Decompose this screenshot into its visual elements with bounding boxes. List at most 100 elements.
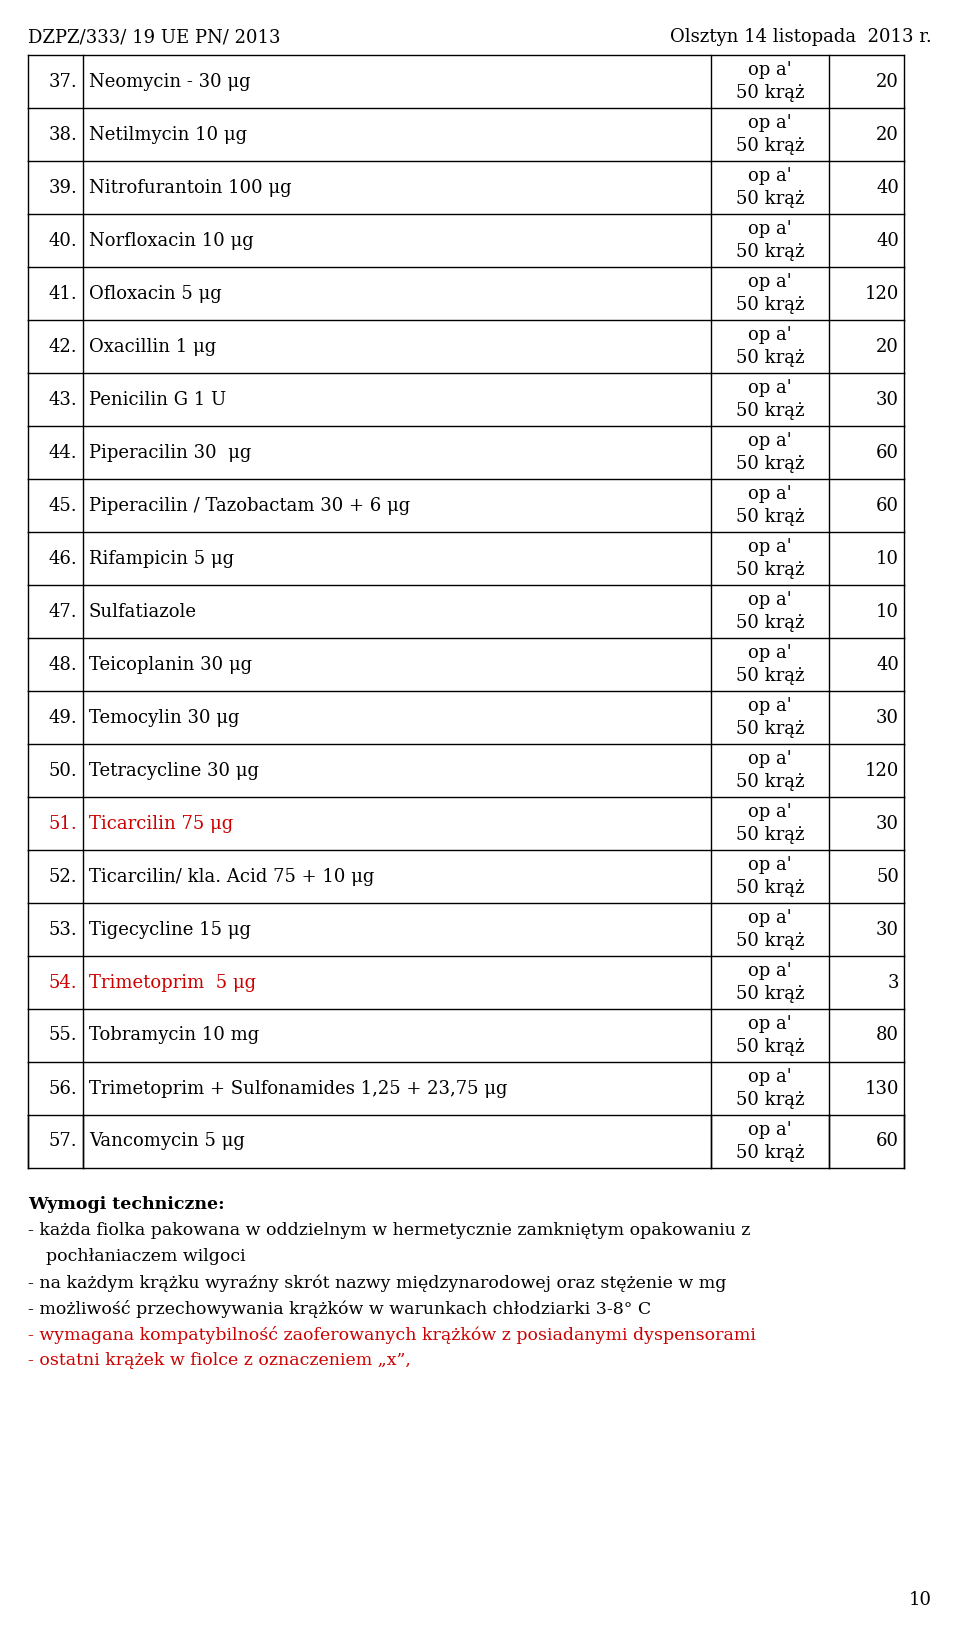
Text: Piperacilin 30  μg: Piperacilin 30 μg bbox=[89, 444, 252, 462]
Text: Piperacilin / Tazobactam 30 + 6 μg: Piperacilin / Tazobactam 30 + 6 μg bbox=[89, 496, 410, 514]
Text: 3: 3 bbox=[887, 973, 899, 991]
Text: 30: 30 bbox=[876, 815, 899, 833]
Text: 40: 40 bbox=[876, 231, 899, 249]
Text: DZPZ/333/ 19 UE PN/ 2013: DZPZ/333/ 19 UE PN/ 2013 bbox=[28, 28, 280, 46]
Text: 37.: 37. bbox=[48, 73, 77, 91]
Text: 50 krąż: 50 krąż bbox=[735, 402, 804, 420]
Text: op a': op a' bbox=[748, 750, 792, 768]
Text: Nitrofurantoin 100 μg: Nitrofurantoin 100 μg bbox=[89, 179, 292, 197]
Text: 50 krąż: 50 krąż bbox=[735, 350, 804, 368]
Text: Norfloxacin 10 μg: Norfloxacin 10 μg bbox=[89, 231, 253, 249]
Text: 40: 40 bbox=[876, 179, 899, 197]
Text: op a': op a' bbox=[748, 1067, 792, 1085]
Text: op a': op a' bbox=[748, 325, 792, 343]
Text: pochłaniaczem wilgoci: pochłaniaczem wilgoci bbox=[46, 1248, 246, 1266]
Text: 52.: 52. bbox=[48, 867, 77, 885]
Text: op a': op a' bbox=[748, 1015, 792, 1033]
Text: 50 krąż: 50 krąż bbox=[735, 986, 804, 1004]
Text: 39.: 39. bbox=[48, 179, 77, 197]
Text: Oxacillin 1 μg: Oxacillin 1 μg bbox=[89, 337, 216, 356]
Text: op a': op a' bbox=[748, 220, 792, 238]
Text: 20: 20 bbox=[876, 337, 899, 356]
Text: Trimetoprim + Sulfonamides 1,25 + 23,75 μg: Trimetoprim + Sulfonamides 1,25 + 23,75 … bbox=[89, 1079, 508, 1098]
Text: 50 krąż: 50 krąż bbox=[735, 613, 804, 633]
Text: 50.: 50. bbox=[48, 761, 77, 779]
Text: 10: 10 bbox=[876, 550, 899, 568]
Text: op a': op a' bbox=[748, 431, 792, 449]
Text: Netilmycin 10 μg: Netilmycin 10 μg bbox=[89, 125, 247, 143]
Text: 30: 30 bbox=[876, 708, 899, 727]
Text: - możliwość przechowywania krążków w warunkach chłodziarki 3-8° C: - możliwość przechowywania krążków w war… bbox=[28, 1300, 651, 1318]
Text: 10: 10 bbox=[876, 602, 899, 620]
Text: 80: 80 bbox=[876, 1027, 899, 1045]
Text: 20: 20 bbox=[876, 73, 899, 91]
Text: 50 krąż: 50 krąż bbox=[735, 508, 804, 526]
Text: 56.: 56. bbox=[48, 1079, 77, 1098]
Text: Ticarcilin 75 μg: Ticarcilin 75 μg bbox=[89, 815, 233, 833]
Text: 50 krąż: 50 krąż bbox=[735, 561, 804, 579]
Text: 57.: 57. bbox=[48, 1132, 77, 1150]
Text: 50 krąż: 50 krąż bbox=[735, 1144, 804, 1162]
Text: Wymogi techniczne:: Wymogi techniczne: bbox=[28, 1196, 225, 1214]
Text: 50 krąż: 50 krąż bbox=[735, 932, 804, 950]
Text: Teicoplanin 30 μg: Teicoplanin 30 μg bbox=[89, 656, 252, 674]
Text: - ostatni krążek w fiolce z oznaczeniem „x”,: - ostatni krążek w fiolce z oznaczeniem … bbox=[28, 1352, 411, 1368]
Text: 49.: 49. bbox=[48, 708, 77, 727]
Text: Tobramycin 10 mg: Tobramycin 10 mg bbox=[89, 1027, 259, 1045]
Text: 50 krąż: 50 krąż bbox=[735, 85, 804, 103]
Text: 50 krąż: 50 krąż bbox=[735, 879, 804, 896]
Text: 42.: 42. bbox=[48, 337, 77, 356]
Text: 60: 60 bbox=[876, 1132, 899, 1150]
Text: op a': op a' bbox=[748, 802, 792, 822]
Text: op a': op a' bbox=[748, 114, 792, 132]
Text: Temocylin 30 μg: Temocylin 30 μg bbox=[89, 708, 239, 727]
Text: op a': op a' bbox=[748, 485, 792, 503]
Text: 50 krąż: 50 krąż bbox=[735, 296, 804, 314]
Text: 55.: 55. bbox=[48, 1027, 77, 1045]
Text: op a': op a' bbox=[748, 168, 792, 185]
Text: 44.: 44. bbox=[48, 444, 77, 462]
Text: 120: 120 bbox=[865, 761, 899, 779]
Text: Ofloxacin 5 μg: Ofloxacin 5 μg bbox=[89, 285, 222, 303]
Text: op a': op a' bbox=[748, 856, 792, 874]
Text: op a': op a' bbox=[748, 273, 792, 291]
Text: - każda fiolka pakowana w oddzielnym w hermetycznie zamkniętym opakowaniu z: - każda fiolka pakowana w oddzielnym w h… bbox=[28, 1222, 751, 1240]
Text: 41.: 41. bbox=[48, 285, 77, 303]
Text: 50 krąż: 50 krąż bbox=[735, 773, 804, 791]
Text: Tetracycline 30 μg: Tetracycline 30 μg bbox=[89, 761, 259, 779]
Text: op a': op a' bbox=[748, 644, 792, 662]
Text: 50 krąż: 50 krąż bbox=[735, 137, 804, 155]
Text: 50 krąż: 50 krąż bbox=[735, 242, 804, 262]
Text: 43.: 43. bbox=[48, 390, 77, 408]
Text: - na każdym krążku wyraźny skrót nazwy międzynarodowej oraz stężenie w mg: - na każdym krążku wyraźny skrót nazwy m… bbox=[28, 1274, 727, 1292]
Text: 120: 120 bbox=[865, 285, 899, 303]
Text: Sulfatiazole: Sulfatiazole bbox=[89, 602, 197, 620]
Text: 60: 60 bbox=[876, 444, 899, 462]
Text: 10: 10 bbox=[909, 1591, 932, 1609]
Text: op a': op a' bbox=[748, 1121, 792, 1139]
Text: 30: 30 bbox=[876, 921, 899, 939]
Text: 50 krąż: 50 krąż bbox=[735, 1038, 804, 1056]
Text: 51.: 51. bbox=[48, 815, 77, 833]
Text: 48.: 48. bbox=[48, 656, 77, 674]
Text: 20: 20 bbox=[876, 125, 899, 143]
Text: op a': op a' bbox=[748, 909, 792, 927]
Text: 45.: 45. bbox=[48, 496, 77, 514]
Text: op a': op a' bbox=[748, 539, 792, 556]
Text: op a': op a' bbox=[748, 60, 792, 78]
Text: Rifampicin 5 μg: Rifampicin 5 μg bbox=[89, 550, 234, 568]
Text: op a': op a' bbox=[748, 379, 792, 397]
Text: Vancomycin 5 μg: Vancomycin 5 μg bbox=[89, 1132, 245, 1150]
Text: 50: 50 bbox=[876, 867, 899, 885]
Text: Trimetoprim  5 μg: Trimetoprim 5 μg bbox=[89, 973, 256, 991]
Text: 130: 130 bbox=[865, 1079, 899, 1098]
Text: 50 krąż: 50 krąż bbox=[735, 827, 804, 844]
Text: 30: 30 bbox=[876, 390, 899, 408]
Text: 60: 60 bbox=[876, 496, 899, 514]
Text: op a': op a' bbox=[748, 962, 792, 979]
Text: 53.: 53. bbox=[48, 921, 77, 939]
Text: 54.: 54. bbox=[48, 973, 77, 991]
Text: 46.: 46. bbox=[48, 550, 77, 568]
Text: 50 krąż: 50 krąż bbox=[735, 721, 804, 739]
Text: Ticarcilin/ kla. Acid 75 + 10 μg: Ticarcilin/ kla. Acid 75 + 10 μg bbox=[89, 867, 374, 885]
